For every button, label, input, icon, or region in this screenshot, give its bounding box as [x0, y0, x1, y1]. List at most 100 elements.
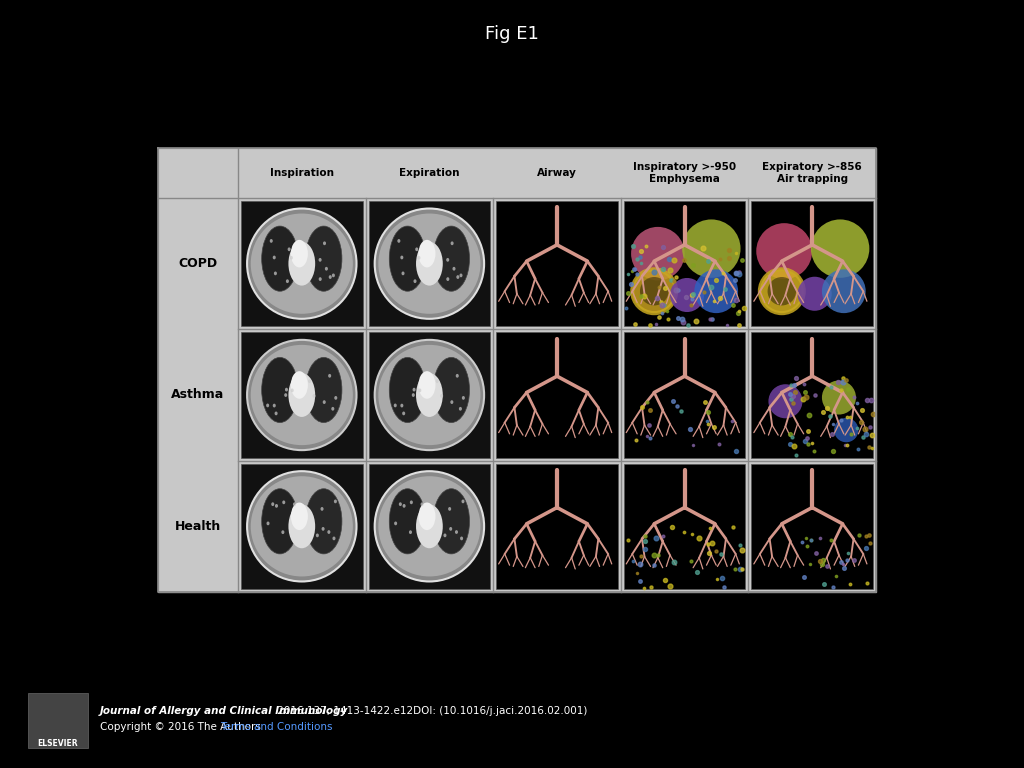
- Ellipse shape: [462, 396, 465, 400]
- Ellipse shape: [272, 256, 275, 260]
- Text: COPD: COPD: [178, 257, 217, 270]
- Ellipse shape: [460, 273, 463, 277]
- Ellipse shape: [290, 256, 293, 260]
- Text: Terms and Conditions: Terms and Conditions: [220, 722, 333, 732]
- Ellipse shape: [433, 488, 470, 554]
- Ellipse shape: [282, 531, 285, 534]
- Ellipse shape: [285, 393, 287, 397]
- Text: Journal of Allergy and Clinical Immunology: Journal of Allergy and Clinical Immunolo…: [100, 706, 348, 716]
- Bar: [497, 201, 617, 326]
- Bar: [624, 201, 745, 326]
- Text: Fig E1: Fig E1: [485, 25, 539, 43]
- Ellipse shape: [334, 396, 337, 400]
- Ellipse shape: [266, 403, 269, 407]
- Ellipse shape: [289, 505, 315, 548]
- Ellipse shape: [400, 404, 403, 408]
- Circle shape: [632, 270, 676, 313]
- Ellipse shape: [251, 214, 353, 314]
- Ellipse shape: [322, 527, 325, 531]
- Ellipse shape: [318, 258, 322, 262]
- Ellipse shape: [378, 345, 480, 445]
- Ellipse shape: [378, 476, 480, 577]
- Ellipse shape: [400, 256, 403, 260]
- Circle shape: [760, 270, 804, 313]
- Ellipse shape: [412, 393, 415, 397]
- Bar: [624, 464, 745, 589]
- Circle shape: [631, 227, 685, 280]
- Ellipse shape: [308, 379, 311, 383]
- Ellipse shape: [453, 266, 456, 270]
- Circle shape: [798, 276, 831, 311]
- Ellipse shape: [325, 266, 328, 270]
- Text: 2016 137, 1413-1422.e12DOI: (10.1016/j.jaci.2016.02.001): 2016 137, 1413-1422.e12DOI: (10.1016/j.j…: [274, 706, 588, 716]
- Ellipse shape: [315, 534, 318, 538]
- Ellipse shape: [305, 226, 342, 291]
- Ellipse shape: [318, 277, 322, 281]
- Ellipse shape: [247, 472, 356, 581]
- Ellipse shape: [247, 340, 356, 450]
- Ellipse shape: [329, 275, 332, 279]
- Ellipse shape: [375, 340, 484, 450]
- Ellipse shape: [285, 388, 288, 392]
- Circle shape: [640, 277, 669, 306]
- Ellipse shape: [321, 507, 324, 511]
- Ellipse shape: [451, 241, 454, 245]
- Circle shape: [768, 384, 803, 419]
- Ellipse shape: [389, 488, 426, 554]
- Ellipse shape: [312, 394, 315, 398]
- Ellipse shape: [291, 371, 308, 399]
- Bar: [241, 201, 362, 326]
- Bar: [28, 693, 88, 748]
- Ellipse shape: [271, 502, 274, 506]
- Ellipse shape: [414, 280, 417, 283]
- Ellipse shape: [328, 374, 331, 378]
- Ellipse shape: [402, 412, 406, 415]
- Ellipse shape: [334, 499, 337, 503]
- Ellipse shape: [328, 530, 331, 534]
- Bar: [752, 201, 873, 326]
- Ellipse shape: [418, 389, 421, 392]
- Ellipse shape: [291, 502, 308, 530]
- Ellipse shape: [416, 505, 442, 548]
- Ellipse shape: [251, 345, 353, 445]
- Ellipse shape: [456, 374, 459, 378]
- Ellipse shape: [251, 476, 353, 577]
- Ellipse shape: [443, 534, 446, 538]
- Ellipse shape: [332, 407, 334, 411]
- Ellipse shape: [409, 531, 412, 534]
- Ellipse shape: [305, 357, 342, 422]
- Ellipse shape: [416, 242, 442, 286]
- Bar: [624, 333, 745, 458]
- Ellipse shape: [451, 400, 454, 404]
- Circle shape: [670, 278, 705, 312]
- Circle shape: [822, 380, 856, 415]
- Text: ELSEVIER: ELSEVIER: [38, 739, 78, 748]
- Ellipse shape: [389, 357, 426, 422]
- Ellipse shape: [455, 530, 458, 534]
- Ellipse shape: [460, 537, 463, 541]
- Bar: [752, 333, 873, 458]
- Ellipse shape: [462, 499, 465, 503]
- Bar: [369, 333, 490, 458]
- Ellipse shape: [291, 389, 294, 392]
- Text: Expiratory >-856
Air trapping: Expiratory >-856 Air trapping: [762, 162, 862, 184]
- Ellipse shape: [446, 258, 450, 262]
- Bar: [752, 464, 873, 589]
- Bar: [369, 201, 490, 326]
- Ellipse shape: [323, 241, 326, 245]
- Circle shape: [694, 270, 738, 313]
- Text: Expiration: Expiration: [399, 168, 460, 178]
- Bar: [241, 464, 362, 589]
- Ellipse shape: [273, 272, 276, 275]
- Ellipse shape: [401, 272, 404, 275]
- Text: Health: Health: [175, 520, 221, 533]
- Ellipse shape: [272, 404, 275, 408]
- Ellipse shape: [410, 501, 413, 505]
- Ellipse shape: [419, 371, 435, 399]
- Ellipse shape: [440, 394, 443, 398]
- Ellipse shape: [247, 209, 356, 319]
- Text: Inspiration: Inspiration: [269, 168, 334, 178]
- Ellipse shape: [323, 400, 326, 404]
- Ellipse shape: [415, 247, 418, 251]
- Bar: [497, 333, 617, 458]
